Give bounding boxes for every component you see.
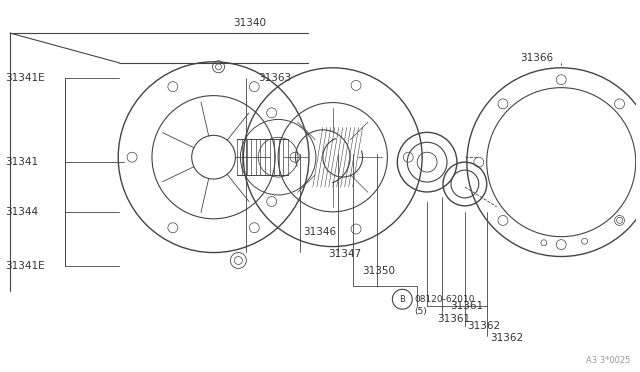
Text: 31340: 31340: [234, 18, 266, 28]
Text: 31350: 31350: [363, 266, 396, 276]
Text: 31362: 31362: [490, 333, 523, 343]
Text: 31344: 31344: [5, 207, 38, 217]
Text: B: B: [399, 295, 405, 304]
Text: 31341: 31341: [5, 157, 38, 167]
Text: 08120-62010: 08120-62010: [414, 295, 475, 304]
Text: 31362: 31362: [467, 321, 500, 331]
Text: 31361: 31361: [450, 301, 483, 311]
Text: 31363: 31363: [259, 73, 291, 83]
Text: 31361: 31361: [437, 314, 470, 324]
Text: A3 3*0025: A3 3*0025: [586, 356, 630, 365]
Text: 31366: 31366: [520, 53, 553, 63]
Text: 31347: 31347: [328, 248, 361, 259]
Text: 31341E: 31341E: [5, 262, 45, 272]
Text: 31341E: 31341E: [5, 73, 45, 83]
Text: 31346: 31346: [303, 227, 336, 237]
Text: (5): (5): [414, 307, 427, 316]
